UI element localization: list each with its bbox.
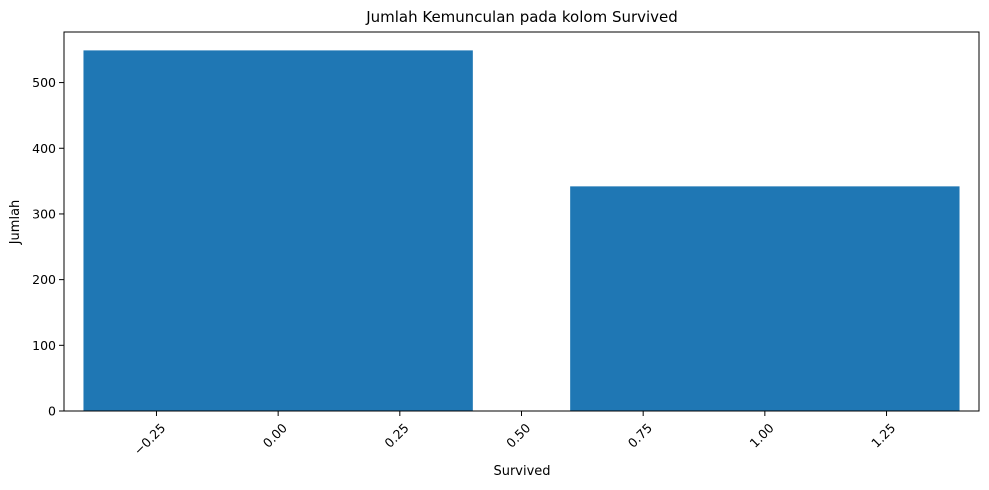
x-tick-label: 1.25 [868, 420, 898, 450]
x-axis-ticks: −0.25 0.00 0.25 0.50 0.75 1.00 1.25 [131, 411, 898, 458]
x-tick-label: 0.25 [381, 420, 411, 450]
y-axis-label: Jumlah [8, 200, 23, 246]
y-tick-label: 0 [48, 404, 56, 419]
chart-title: Jumlah Kemunculan pada kolom Survived [365, 8, 678, 26]
x-tick-label: 1.00 [746, 420, 776, 450]
bar-1 [570, 186, 960, 411]
bars-group [83, 50, 960, 411]
x-tick-label: 0.00 [260, 420, 290, 450]
y-tick-label: 300 [32, 206, 56, 221]
y-tick-label: 500 [32, 75, 56, 90]
x-tick-label: 0.75 [625, 420, 655, 450]
bar-0 [83, 50, 473, 411]
y-tick-label: 100 [32, 338, 56, 353]
x-tick-label: −0.25 [131, 420, 169, 458]
x-tick-label: 0.50 [503, 420, 533, 450]
y-tick-label: 400 [32, 141, 56, 156]
y-axis-ticks: 0 100 200 300 400 500 [32, 75, 64, 419]
y-tick-label: 200 [32, 272, 56, 287]
x-axis-label: Survived [493, 464, 550, 479]
